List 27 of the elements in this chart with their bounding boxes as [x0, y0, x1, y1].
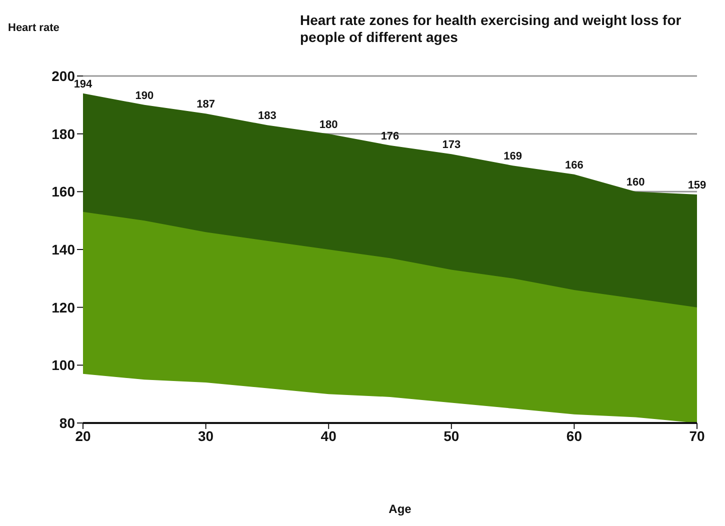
- x-tick-label: 40: [320, 428, 337, 444]
- data-label: 194: [74, 78, 94, 90]
- data-label: 159: [688, 180, 706, 192]
- data-label: 183: [258, 110, 276, 122]
- chart-title: Heart rate zones for health exercising and weight loss for people of different ages: [300, 12, 682, 46]
- x-axis-title: Age: [388, 502, 412, 516]
- x-tick-label: 70: [689, 428, 705, 444]
- y-axis-title: Heart rate: [8, 22, 60, 34]
- data-label: 176: [380, 130, 400, 142]
- y-tick-label: 80: [59, 414, 76, 431]
- data-label: 173: [442, 139, 461, 152]
- x-tick-label: 20: [75, 428, 91, 444]
- y-tick-label: 140: [52, 241, 76, 258]
- x-tick-label: 30: [198, 428, 214, 444]
- x-tick-label: 60: [566, 428, 582, 444]
- y-tick-label: 200: [52, 68, 76, 84]
- data-label: 169: [504, 150, 522, 163]
- data-label: 187: [196, 98, 215, 111]
- x-tick-label: 50: [444, 428, 460, 444]
- data-label: 160: [626, 176, 645, 189]
- data-label: 190: [135, 90, 154, 102]
- y-tick-label: 120: [52, 299, 76, 316]
- data-label: 166: [565, 159, 584, 172]
- y-tick-label: 100: [52, 357, 76, 374]
- y-tick-label: 160: [52, 184, 76, 200]
- data-label: 180: [319, 118, 338, 131]
- y-tick-label: 180: [52, 126, 76, 142]
